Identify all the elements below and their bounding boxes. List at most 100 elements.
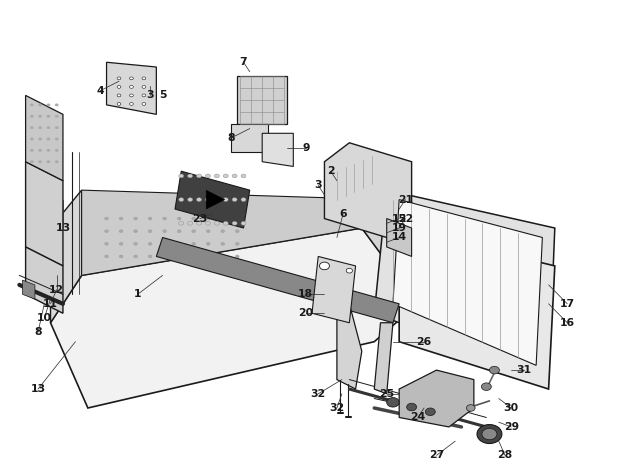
Circle shape [223,221,228,225]
Text: 29: 29 [504,422,519,432]
Polygon shape [231,124,268,152]
Circle shape [47,104,51,106]
Text: 21: 21 [398,195,413,205]
Circle shape [235,230,239,233]
Text: 28: 28 [497,450,512,460]
Circle shape [221,242,225,245]
Text: 5: 5 [159,90,167,100]
Circle shape [134,230,137,233]
Circle shape [119,242,123,245]
Circle shape [142,94,146,97]
Text: 17: 17 [560,299,575,309]
Text: 3: 3 [146,90,154,100]
Polygon shape [374,190,555,380]
Circle shape [221,217,225,220]
Circle shape [387,398,399,407]
Circle shape [241,221,246,225]
Circle shape [188,174,193,178]
Circle shape [38,126,42,129]
Circle shape [466,405,475,411]
Circle shape [55,104,59,106]
Circle shape [192,217,195,220]
Circle shape [149,242,152,245]
Circle shape [232,198,237,201]
Circle shape [207,230,210,233]
Text: 10: 10 [37,313,52,323]
Circle shape [192,255,195,258]
Circle shape [30,126,34,129]
Circle shape [47,138,51,141]
Circle shape [38,104,42,106]
Polygon shape [387,218,412,256]
Circle shape [142,103,146,105]
Text: 25: 25 [379,389,394,399]
Circle shape [223,198,228,201]
Circle shape [149,217,152,220]
Text: 19: 19 [392,223,407,233]
Circle shape [119,217,123,220]
Circle shape [223,174,228,178]
Circle shape [130,77,134,80]
Circle shape [177,242,181,245]
Circle shape [481,383,491,390]
Circle shape [163,217,167,220]
Circle shape [130,86,134,88]
Circle shape [105,217,109,220]
Text: 3: 3 [314,180,322,190]
Polygon shape [175,171,250,228]
Circle shape [47,115,51,118]
Circle shape [105,242,109,245]
Text: 8: 8 [227,133,235,143]
Text: 2: 2 [327,166,334,176]
Circle shape [177,230,181,233]
Circle shape [163,255,167,258]
Polygon shape [51,190,82,323]
Text: 4: 4 [97,86,104,95]
Circle shape [214,174,219,178]
Circle shape [149,255,152,258]
Text: 13: 13 [31,384,46,394]
Text: 6: 6 [339,209,347,219]
Text: 22: 22 [397,214,413,224]
Text: 27: 27 [429,450,444,460]
Polygon shape [324,143,412,238]
Text: 20: 20 [298,308,313,318]
Polygon shape [399,228,555,389]
Circle shape [55,149,59,152]
Circle shape [221,255,225,258]
Text: 8: 8 [34,327,42,337]
Circle shape [47,160,51,163]
Circle shape [205,221,210,225]
Circle shape [130,94,134,97]
Text: 32: 32 [311,389,326,399]
Circle shape [30,115,34,118]
Text: 16: 16 [560,318,575,328]
Circle shape [489,366,499,374]
Polygon shape [157,238,399,323]
Circle shape [178,198,183,201]
Polygon shape [312,256,356,323]
Circle shape [105,230,109,233]
Circle shape [47,149,51,152]
Polygon shape [399,370,474,427]
Circle shape [426,408,436,416]
Circle shape [188,221,193,225]
Circle shape [192,242,195,245]
Polygon shape [206,190,225,209]
Circle shape [207,217,210,220]
Text: 26: 26 [416,337,432,347]
Circle shape [241,174,246,178]
Polygon shape [393,200,542,365]
Text: 13: 13 [56,223,71,233]
Circle shape [134,217,137,220]
Circle shape [117,103,121,105]
Circle shape [192,230,195,233]
Circle shape [142,77,146,80]
Circle shape [235,255,239,258]
Circle shape [235,217,239,220]
Circle shape [47,126,51,129]
Circle shape [117,86,121,88]
Polygon shape [362,200,431,304]
Circle shape [105,255,109,258]
Circle shape [197,221,202,225]
